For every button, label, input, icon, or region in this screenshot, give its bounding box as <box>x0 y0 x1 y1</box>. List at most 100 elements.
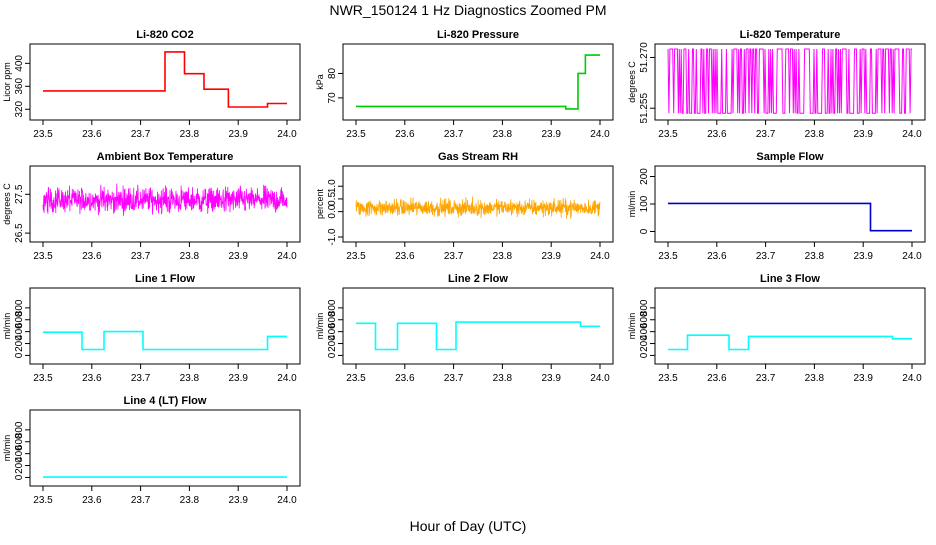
series-line <box>667 48 912 114</box>
x-tick-label: 23.9 <box>228 129 248 140</box>
x-tick-label: 23.8 <box>180 495 200 506</box>
x-tick-label: 23.8 <box>805 373 825 384</box>
x-tick-label: 23.8 <box>180 129 200 140</box>
x-tick-label: 23.9 <box>541 129 561 140</box>
x-tick-label: 23.8 <box>493 129 513 140</box>
plot-frame <box>29 165 301 243</box>
x-tick-label: 24.0 <box>590 129 610 140</box>
y-tick-label: 400 <box>639 323 650 340</box>
x-tick-label: 24.0 <box>902 373 922 384</box>
series-line <box>42 183 288 216</box>
y-axis-label: ml/min <box>2 313 12 340</box>
series-line <box>356 321 600 351</box>
plot-frame <box>29 409 301 487</box>
panel-1: Li-820 CO2 23.5 23.6 23.7 23.8 23.9 24.0 320 360… <box>2 29 301 140</box>
series-line <box>355 196 601 219</box>
x-tick-label: 24.0 <box>277 129 297 140</box>
panel-title: Line 4 (LT) Flow <box>124 395 207 407</box>
y-tick-label: 1.0 <box>327 179 338 193</box>
x-tick-label: 23.9 <box>853 129 873 140</box>
panel-title: Li-820 CO2 <box>136 29 193 41</box>
x-tick-label: 23.6 <box>395 373 415 384</box>
y-tick-label: 360 <box>14 78 25 95</box>
x-tick-label: 24.0 <box>277 373 297 384</box>
y-tick-label: 600 <box>14 433 25 450</box>
plot-frame <box>29 43 301 121</box>
panel-4: Ambient Box Temperature 23.5 23.6 23.7 23.8 2… <box>2 151 301 262</box>
panel-9: Line 3 Flow 23.5 23.6 23.7 23.8 23.9 24.0 02004… <box>627 273 926 384</box>
y-tick-label: 800 <box>14 299 25 316</box>
x-tick-label: 23.5 <box>658 129 678 140</box>
x-tick-label: 23.6 <box>707 373 727 384</box>
x-tick-label: 23.5 <box>33 251 53 262</box>
y-axis-label: ml/min <box>2 435 12 462</box>
y-tick-label: 600 <box>327 311 338 328</box>
plot-frame <box>654 287 926 365</box>
y-tick-label: 320 <box>14 100 25 117</box>
y-tick-label: 800 <box>639 299 650 316</box>
x-tick-label: 23.7 <box>131 495 151 506</box>
plot-frame <box>342 165 614 243</box>
y-axis-label: ml/min <box>627 191 637 218</box>
x-tick-label: 23.7 <box>444 251 464 262</box>
x-tick-label: 23.7 <box>756 251 776 262</box>
x-tick-label: 23.9 <box>228 495 248 506</box>
x-tick-label: 23.5 <box>658 251 678 262</box>
y-tick-label: 70 <box>327 92 338 104</box>
series-line <box>668 202 912 232</box>
x-tick-label: 24.0 <box>902 129 922 140</box>
panel-title: Ambient Box Temperature <box>97 151 234 163</box>
panels-group: Li-820 CO2 23.5 23.6 23.7 23.8 23.9 24.0 320 360… <box>2 29 926 506</box>
y-axis-label: degrees C <box>627 61 637 103</box>
series-line <box>356 54 600 110</box>
y-axis-label: degrees C <box>2 183 12 225</box>
y-tick-label: 200 <box>639 168 650 185</box>
y-tick-label: 200 <box>327 335 338 352</box>
y-tick-label: 27.5 <box>14 184 25 204</box>
y-tick-label: 0 <box>14 474 25 480</box>
x-tick-label: 23.7 <box>756 129 776 140</box>
y-tick-label: 400 <box>14 55 25 72</box>
y-tick-label: 600 <box>14 311 25 328</box>
panel-10: Line 4 (LT) Flow 23.5 23.6 23.7 23.8 23.9 24.0… <box>2 395 301 506</box>
y-tick-label: 100 <box>639 195 650 212</box>
panel-title: Sample Flow <box>756 151 824 163</box>
y-tick-label: 51.255 <box>639 93 650 124</box>
x-tick-label: 23.8 <box>805 129 825 140</box>
plot-frame <box>342 43 614 121</box>
panel-title: Li-820 Temperature <box>740 29 841 41</box>
x-tick-label: 24.0 <box>590 373 610 384</box>
x-tick-label: 23.5 <box>33 129 53 140</box>
panel-title: Line 1 Flow <box>135 273 195 285</box>
x-tick-label: 23.7 <box>131 251 151 262</box>
panel-title: Li-820 Pressure <box>437 29 519 41</box>
y-axis-label: ml/min <box>315 313 325 340</box>
y-axis-label: kPa <box>315 74 325 90</box>
panel-2: Li-820 Pressure 23.5 23.6 23.7 23.8 23.9 24.0 7… <box>315 29 614 140</box>
x-tick-label: 23.5 <box>658 373 678 384</box>
x-tick-label: 23.6 <box>82 129 102 140</box>
plot-frame <box>342 287 614 365</box>
series-line <box>43 51 287 108</box>
panel-6: Sample Flow 23.5 23.6 23.7 23.8 23.9 24.0 0 100 2… <box>627 151 926 262</box>
x-tick-label: 23.7 <box>131 129 151 140</box>
x-tick-label: 23.9 <box>228 373 248 384</box>
x-tick-label: 24.0 <box>590 251 610 262</box>
y-tick-label: 200 <box>14 457 25 474</box>
y-tick-label: 800 <box>327 299 338 316</box>
y-tick-label: 0 <box>639 352 650 358</box>
y-tick-label: 26.5 <box>14 223 25 243</box>
x-tick-label: 23.6 <box>82 373 102 384</box>
series-line <box>668 334 912 351</box>
y-tick-label: 600 <box>639 311 650 328</box>
y-tick-label: 0 <box>639 228 650 234</box>
y-tick-label: 400 <box>327 323 338 340</box>
x-tick-label: 23.8 <box>180 373 200 384</box>
y-tick-label: 0 <box>327 352 338 358</box>
y-tick-label: 800 <box>14 421 25 438</box>
x-tick-label: 23.9 <box>541 373 561 384</box>
y-tick-label: 200 <box>14 335 25 352</box>
x-tick-label: 23.7 <box>131 373 151 384</box>
